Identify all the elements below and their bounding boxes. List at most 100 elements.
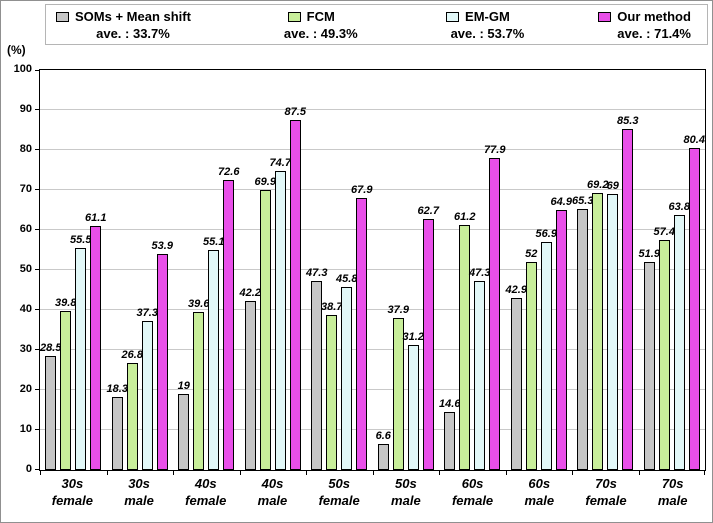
- bar-group: 51.9 57.4 63.8 80.4: [639, 70, 706, 470]
- category-label: 50s female: [318, 476, 360, 508]
- bar-slot: 87.5: [285, 106, 306, 470]
- x-axis-labels: 30s female 30s male 40s female 40s male 50s femal…: [39, 475, 706, 509]
- y-tick-label: 70: [19, 183, 32, 195]
- legend-item-our-method: Our method ave. : 71.4%: [598, 9, 691, 42]
- bar-value-label: 37.9: [387, 304, 409, 317]
- bar-value-label: 67.9: [351, 184, 373, 197]
- bar-slot: 65.3: [572, 195, 593, 470]
- y-tick-mark: [35, 189, 39, 190]
- category-label: 30s male: [124, 476, 154, 508]
- x-tick-mark: [239, 471, 241, 475]
- bar-group: 18.3 26.8 37.3 53.9: [107, 70, 174, 470]
- legend: SOMs + Mean shift ave. : 33.7% FCM ave. …: [45, 4, 708, 45]
- category-label: 50s male: [391, 476, 421, 508]
- bar-slot: 37.3: [137, 307, 158, 470]
- bar-value-label: 19: [177, 380, 190, 392]
- bar-slot: 47.3: [469, 267, 490, 470]
- y-tick-label: 40: [19, 303, 32, 315]
- bar-value-label: 42.2: [239, 287, 261, 300]
- category-label: 40s male: [257, 476, 288, 508]
- x-tick-mark: [572, 471, 573, 475]
- bar-value-label: 65.3: [572, 194, 594, 207]
- bar-slot: 47.3: [306, 267, 327, 470]
- bar-value-label: 85.3: [617, 114, 639, 127]
- bar: [326, 315, 338, 470]
- gridline: [40, 149, 705, 150]
- bar-value-label: 80.4: [683, 134, 705, 147]
- bar-slot: 55.1: [203, 236, 224, 470]
- category-label: 70s female: [585, 476, 627, 508]
- x-tick-mark: [106, 471, 108, 475]
- bar-slot: 77.9: [484, 144, 505, 470]
- bar-slot: 42.9: [506, 284, 527, 470]
- bar: [407, 345, 419, 470]
- bar-value-label: 56.9: [535, 228, 557, 241]
- legend-swatch-our-method: [598, 12, 612, 22]
- bar-value-label: 18.3: [106, 382, 128, 395]
- bar: [223, 179, 235, 470]
- bar: [444, 411, 456, 470]
- bar-slot: 53.9: [152, 240, 173, 470]
- x-tick-mark: [505, 471, 507, 475]
- bar: [607, 194, 619, 470]
- bar-slot: 69.2: [587, 179, 608, 470]
- bar-value-label: 57.4: [653, 226, 675, 239]
- bar-value-label: 42.9: [505, 284, 527, 297]
- bar-slot: 69: [607, 180, 619, 470]
- bar: [60, 310, 72, 470]
- bar-group: 42.2 69.9 74.7 87.5: [240, 70, 307, 470]
- x-tick-mark: [173, 471, 174, 475]
- bar: [377, 443, 389, 470]
- bar-value-label: 31.2: [402, 331, 424, 344]
- bar-group: 65.3 69.2 69 85.3: [572, 70, 639, 470]
- y-tick-label: 80: [19, 143, 32, 155]
- bar-slot: 6.6: [376, 430, 391, 470]
- bar-group: 14.6 61.2 47.3 77.9: [439, 70, 506, 470]
- bar-value-label: 51.9: [638, 248, 660, 261]
- x-tick-mark: [704, 471, 705, 475]
- bar-slot: 19: [178, 380, 190, 470]
- bar-slot: 72.6: [218, 166, 239, 470]
- bar: [75, 248, 87, 470]
- bar-value-label: 69.9: [254, 176, 276, 189]
- bar: [356, 198, 368, 470]
- y-tick-mark: [35, 429, 39, 430]
- bar-slot: 61.1: [85, 212, 106, 470]
- bar-value-label: 77.9: [484, 144, 506, 157]
- bar: [141, 320, 153, 470]
- bar-slot: 61.2: [454, 211, 475, 470]
- bar: [474, 280, 486, 470]
- bar: [459, 225, 471, 470]
- bar-value-label: 87.5: [284, 106, 306, 118]
- category-label: 60s male: [524, 476, 555, 508]
- bar-slot: 52: [525, 248, 537, 470]
- bar-slot: 39.8: [55, 297, 76, 470]
- y-tick-label: 50: [19, 263, 32, 275]
- gridline: [40, 429, 705, 430]
- legend-label: FCM: [306, 9, 335, 24]
- y-tick-mark: [35, 229, 39, 230]
- bar-slot: 26.8: [122, 349, 143, 470]
- x-tick-mark: [306, 471, 307, 475]
- legend-label: Our method: [617, 9, 691, 24]
- bar-slot: 62.7: [418, 205, 439, 470]
- legend-swatch-fcm: [287, 12, 301, 22]
- bar-slot: 51.9: [639, 248, 660, 470]
- gridline: [40, 349, 705, 350]
- legend-swatch-soms: [56, 12, 69, 22]
- legend-swatch-em-gm: [446, 12, 460, 22]
- bar-slot: 37.9: [388, 304, 409, 470]
- legend-average: ave. : 49.3%: [283, 26, 358, 41]
- bar-value-label: 69.2: [587, 179, 609, 192]
- x-tick-mark: [638, 471, 640, 475]
- x-tick-mark: [372, 471, 374, 475]
- bar-value-label: 62.7: [417, 205, 439, 218]
- bar-value-label: 37.3: [136, 306, 158, 319]
- bar: [658, 240, 670, 470]
- bar-value-label: 55.1: [203, 235, 225, 248]
- bar: [244, 301, 256, 470]
- legend-average: ave. : 33.7%: [96, 26, 170, 41]
- bar-slot: 69.9: [255, 176, 276, 470]
- bar-value-label: 6.6: [375, 429, 391, 442]
- legend-average: ave. : 71.4%: [617, 26, 691, 41]
